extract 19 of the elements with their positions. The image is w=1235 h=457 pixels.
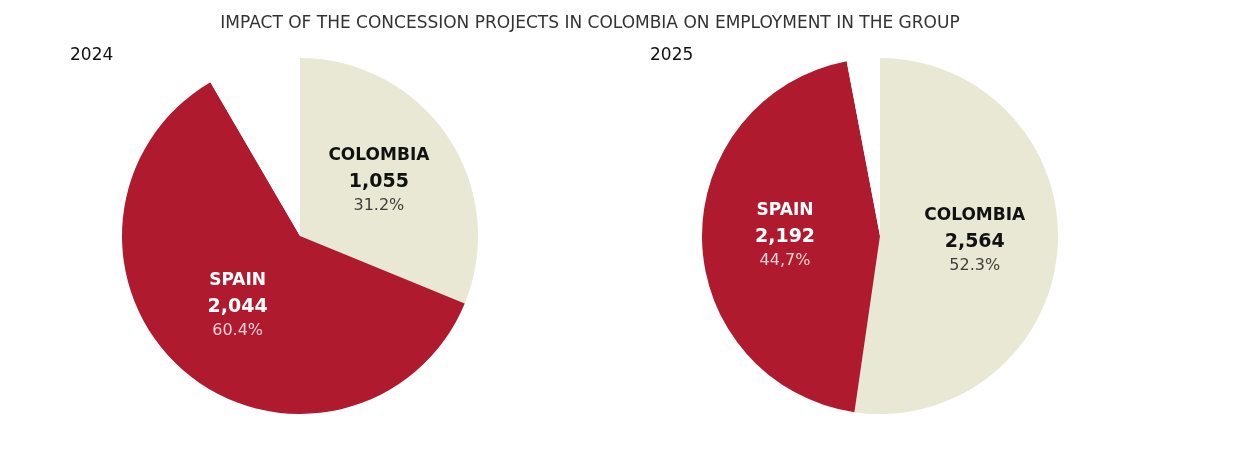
text: 31.2% (353, 195, 405, 215)
slice-label: SPAIN (756, 199, 814, 220)
chart-subtitle: 2025 (650, 44, 694, 64)
chart-subtitle: 2024 (70, 44, 114, 64)
text: 44,7% (759, 250, 811, 270)
data-label: 2,564 (944, 228, 1005, 251)
pie-slice (122, 82, 465, 414)
data-label: 1,055 (348, 169, 409, 192)
pie-slice (300, 58, 478, 304)
data-label: 2,192 (754, 224, 816, 247)
pie-slice (854, 58, 1058, 414)
text: 60.4% (212, 319, 264, 339)
data-label: 2,044 (207, 293, 268, 316)
text: 52.3% (949, 254, 1001, 274)
slice-label: SPAIN (209, 268, 267, 289)
slice-label: COLOMBIA (328, 144, 431, 165)
text: IMPACT OF THE CONCESSION PROJECTS IN COLOMBIA ON EMPLOYMENT IN THE GROUP (220, 12, 960, 32)
slice-label: COLOMBIA (924, 203, 1027, 224)
pie-slice (702, 61, 880, 413)
